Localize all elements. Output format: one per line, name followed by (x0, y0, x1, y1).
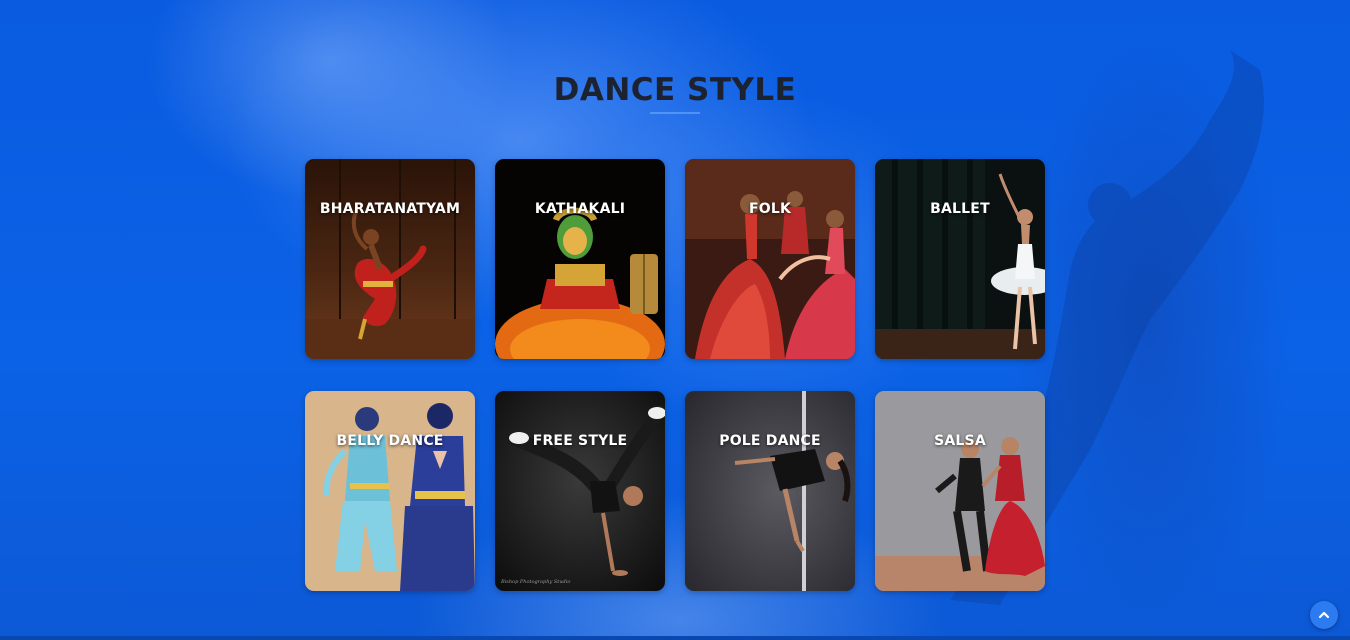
kathakali-performer-image (495, 159, 665, 359)
bottom-strip (0, 636, 1350, 640)
card-kathakali[interactable]: KATHAKALI (495, 159, 665, 359)
chevron-up-icon (1318, 611, 1330, 619)
pole-dancer-image (685, 391, 855, 591)
card-belly-dance[interactable]: BELLY DANCE (305, 391, 475, 591)
card-label-free-style: FREE STYLE (532, 433, 628, 449)
dance-style-grid: BHARATANATYAM KATHAKALI (305, 159, 1045, 591)
card-label-belly-dance: BELLY DANCE (336, 433, 444, 449)
svg-text:Bishop Photography Studio: Bishop Photography Studio (500, 579, 570, 585)
card-label-kathakali: KATHAKALI (534, 201, 626, 217)
belly-dancers-image (305, 391, 475, 591)
scroll-to-top-button[interactable] (1310, 601, 1338, 629)
title-underline (650, 112, 700, 114)
bharatanatyam-dancer-image (305, 159, 475, 359)
card-pole-dance[interactable]: POLE DANCE (685, 391, 855, 591)
ballet-dancer-image (875, 159, 1045, 359)
card-salsa[interactable]: SALSA (875, 391, 1045, 591)
card-free-style[interactable]: Bishop Photography Studio FREE STYLE (495, 391, 665, 591)
card-label-pole-dance: POLE DANCE (719, 433, 821, 449)
card-bharatanatyam[interactable]: BHARATANATYAM (305, 159, 475, 359)
card-label-folk: FOLK (748, 201, 792, 217)
card-label-bharatanatyam: BHARATANATYAM (319, 201, 461, 217)
salsa-couple-image (875, 391, 1045, 591)
card-ballet[interactable]: BALLET (875, 159, 1045, 359)
folk-dancers-image (685, 159, 855, 359)
card-label-ballet: BALLET (930, 201, 990, 217)
card-folk[interactable]: FOLK (685, 159, 855, 359)
freestyle-dancer-image: Bishop Photography Studio (495, 391, 665, 591)
page-title: DANCE STYLE (553, 72, 797, 108)
card-label-salsa: SALSA (934, 433, 986, 449)
